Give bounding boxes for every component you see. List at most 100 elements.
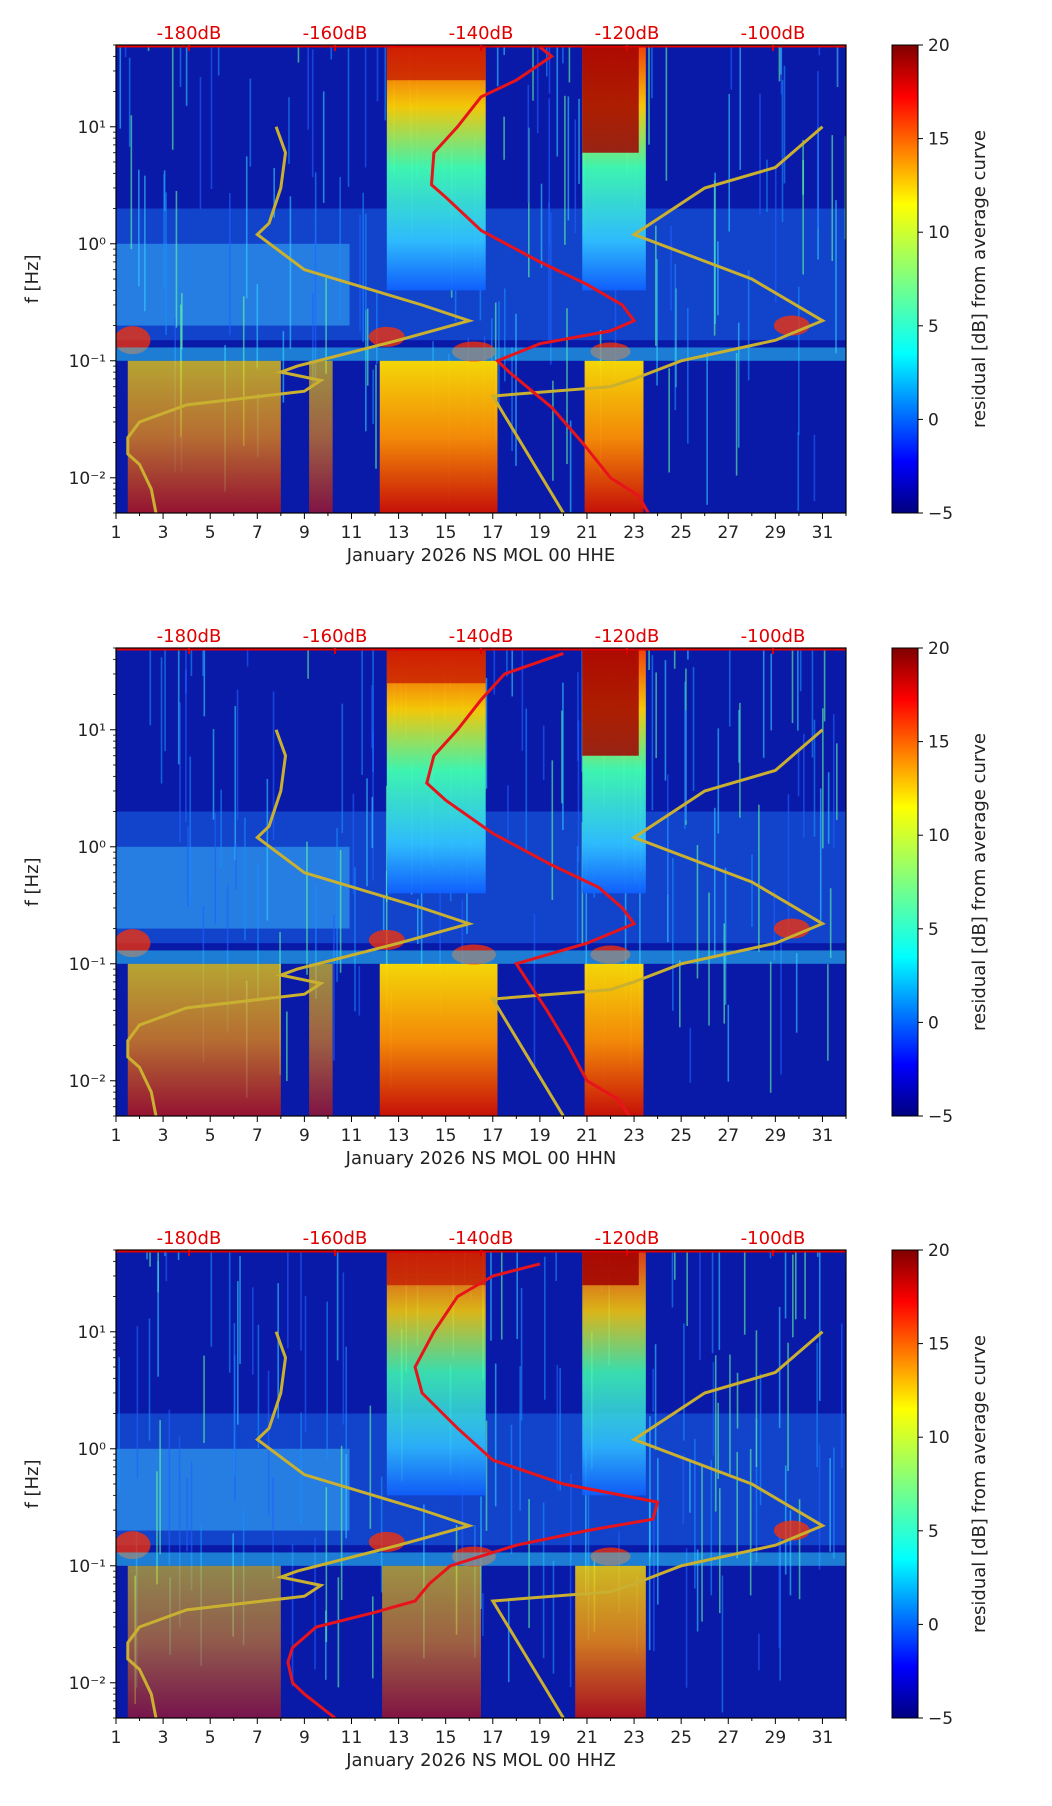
spectrogram-streak — [245, 156, 248, 299]
spectrogram-streak — [797, 431, 800, 511]
spectrogram-streak — [144, 175, 146, 312]
spectrogram-streak — [574, 119, 577, 234]
spectrogram-streak — [291, 1543, 294, 1687]
spectrogram-streak — [728, 648, 731, 727]
spectrogram-streak — [827, 772, 830, 844]
spectrogram-streak — [566, 308, 568, 465]
x-tick-label: 1 — [111, 523, 122, 543]
spectrogram-streak — [778, 1531, 781, 1648]
spectrogram-streak — [717, 1402, 719, 1479]
spectrogram-streak — [686, 1250, 688, 1326]
spectrogram-streak — [385, 785, 388, 902]
x-tick-label: 17 — [482, 1728, 504, 1748]
spectrogram-streak — [165, 192, 167, 336]
spectrogram-streak — [711, 1250, 714, 1354]
spectrogram-streak — [273, 167, 275, 218]
spectrogram-streak — [797, 749, 800, 797]
spectrogram-streak — [228, 1250, 231, 1373]
x-tick-label: 3 — [158, 1126, 169, 1146]
spectrogram-streak — [556, 1364, 559, 1491]
spectrogram-streak — [359, 214, 361, 332]
spectrogram-streak — [544, 1256, 546, 1400]
spectrogram-streak — [361, 648, 363, 775]
x-tick-label: 25 — [670, 1728, 692, 1748]
spectrogram-streak — [577, 672, 579, 761]
x-tick-label: 15 — [435, 1728, 457, 1748]
spectrogram-streak — [187, 825, 189, 907]
spectrogram-streak — [372, 648, 374, 773]
spectrogram-streak — [354, 867, 356, 1012]
spectrogram-streak — [146, 1250, 148, 1260]
spectrogram-streak — [648, 648, 650, 671]
spectrogram-streak — [337, 1577, 340, 1688]
x-tick-label: 21 — [576, 1728, 598, 1748]
y-tick-label: 10⁻² — [69, 1072, 106, 1092]
spectrogram-streak — [171, 45, 174, 150]
hot-spot — [386, 1252, 486, 1286]
high-noise-model-curve — [490, 125, 826, 513]
energy-blob — [116, 1531, 151, 1560]
spectrogram-streak — [651, 45, 653, 99]
spectrogram-streak — [340, 1445, 343, 1600]
spectrogram-streak — [648, 1498, 651, 1651]
spectrogram-streak — [727, 1004, 730, 1082]
y-tick-label: 10⁰ — [78, 1440, 107, 1460]
spectrogram-streak — [482, 1593, 484, 1636]
spectrogram-streak — [336, 828, 338, 982]
spectrogram-streak — [164, 1250, 166, 1256]
spectrogram-streak — [651, 655, 654, 811]
low-noise-model-curve — [126, 1331, 475, 1718]
spectrogram-streak — [307, 45, 309, 130]
x-tick-label: 9 — [299, 1126, 310, 1146]
spectrogram-streak — [339, 176, 341, 321]
colorbar-tick-label: 0 — [928, 1013, 939, 1033]
spectrogram-streak — [791, 648, 794, 724]
colorbar-tick-label: 20 — [928, 639, 950, 659]
spectrogram-streak — [485, 678, 488, 789]
spectrogram-streak — [181, 293, 183, 350]
colorbar-tick-label: 20 — [928, 1241, 950, 1261]
colorbar-tick-label: 10 — [928, 223, 950, 243]
colorbar — [891, 647, 919, 1117]
spectrogram-streak — [699, 1250, 701, 1360]
spectrogram-streak — [507, 785, 509, 839]
spectrogram-streak — [246, 648, 249, 667]
colorbar — [891, 1249, 919, 1719]
x-tick-label: 3 — [158, 523, 169, 543]
spectrogram-streak — [701, 1465, 703, 1622]
spectrogram-streak — [372, 369, 374, 425]
low-frequency-band — [127, 1565, 281, 1718]
x-tick-label: 5 — [205, 523, 216, 543]
spectrogram-streak — [461, 1451, 464, 1561]
y-tick-label: 10⁻¹ — [69, 352, 106, 372]
x-tick-label: 13 — [388, 523, 410, 543]
secondary-microseism-line — [116, 347, 846, 361]
spectrogram-streak — [287, 1250, 289, 1349]
colorbar-tick-label: 0 — [928, 1615, 939, 1635]
spectrogram-streak — [190, 1461, 193, 1591]
spectrogram-streak — [466, 856, 468, 934]
db-scale-label: -120dB — [595, 23, 660, 44]
spectrogram-streak — [339, 850, 342, 973]
spectrogram-streak — [306, 841, 308, 975]
spectrogram-streak — [315, 885, 317, 999]
spectrogram-streak — [494, 1363, 497, 1507]
average-curve — [286, 1262, 660, 1718]
spectrogram-streak — [257, 1324, 260, 1449]
spectrogram-streak — [570, 1473, 572, 1561]
spectrogram-streak — [149, 648, 152, 726]
spectrogram-streak — [692, 667, 695, 791]
spectrogram-streak — [130, 115, 133, 250]
db-scale-label: -140dB — [449, 23, 514, 44]
spectrogram-streak — [551, 760, 554, 900]
spectrogram-streak — [516, 1250, 519, 1339]
x-tick-label: 21 — [576, 523, 598, 543]
x-tick-label: 17 — [482, 1126, 504, 1146]
spectrogram-streak — [369, 1405, 372, 1529]
spectrogram-streak — [510, 1424, 513, 1554]
spectrogram-streak — [550, 212, 552, 365]
spectrogram-streak — [729, 1354, 731, 1474]
spectrogram-streak — [148, 1318, 151, 1441]
